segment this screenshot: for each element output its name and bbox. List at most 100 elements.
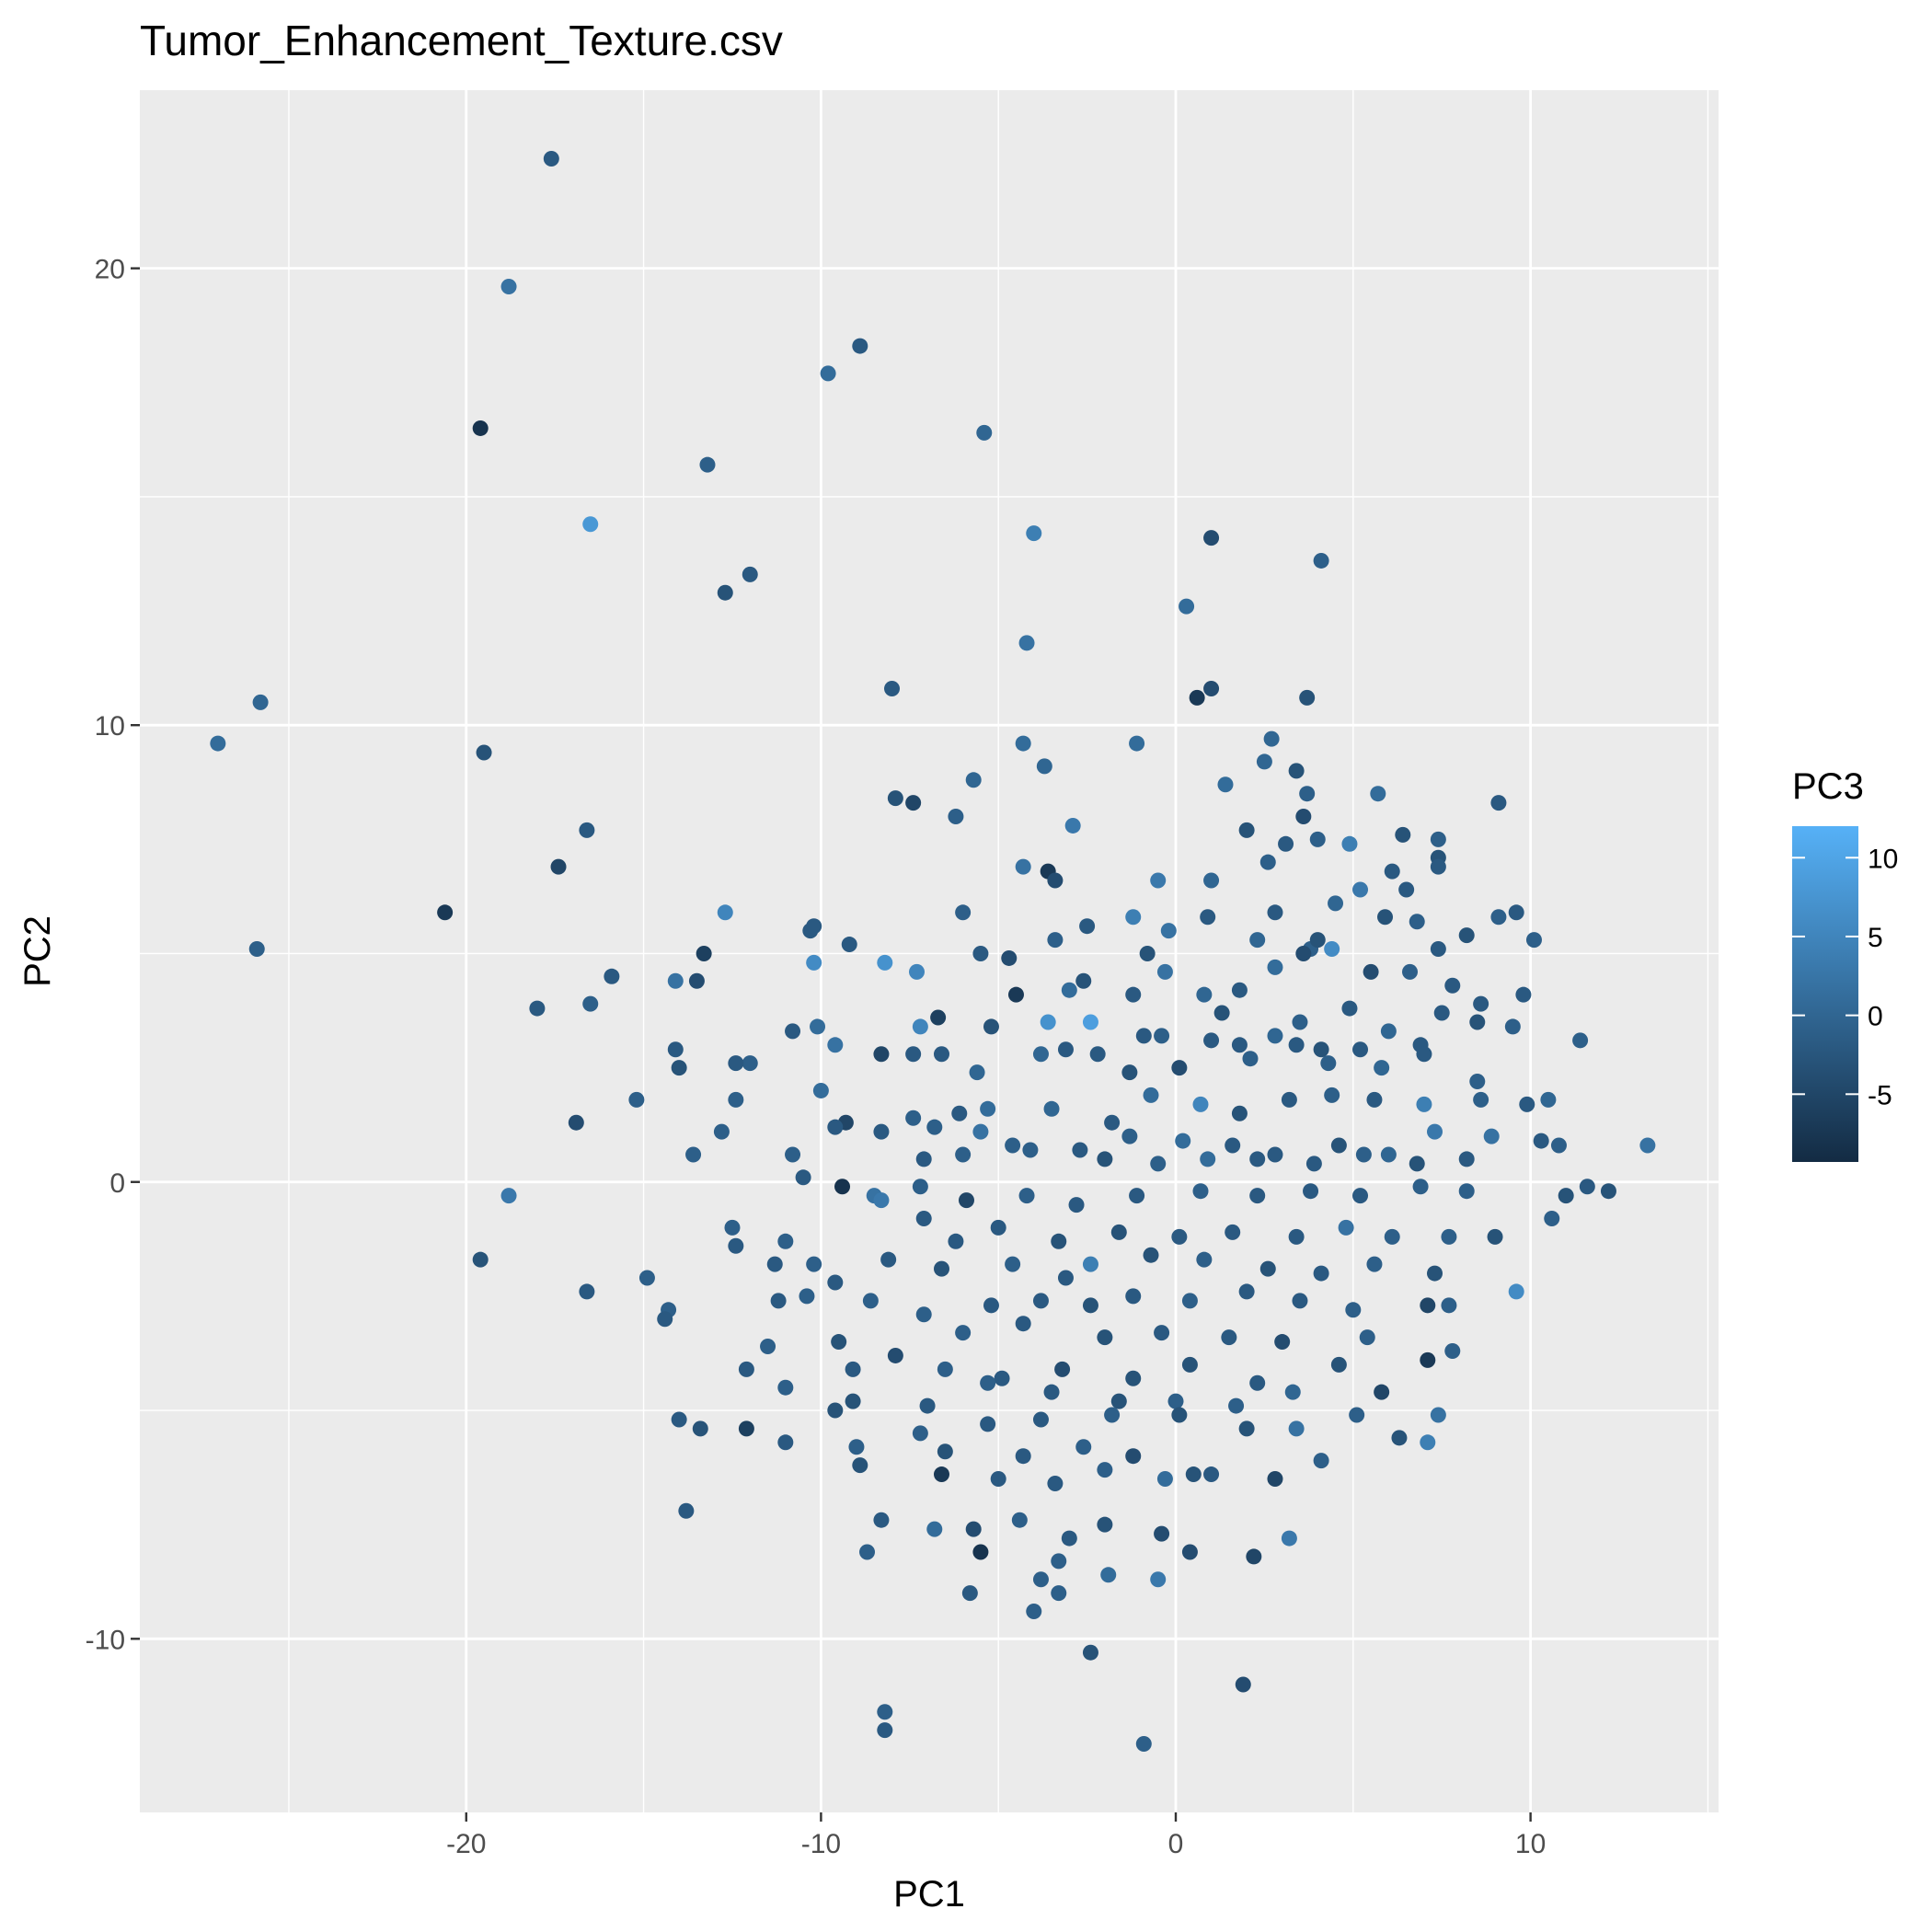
- data-point: [1416, 1046, 1432, 1063]
- data-point: [1639, 1137, 1656, 1154]
- data-point: [476, 744, 492, 761]
- y-tick-label: 0: [109, 1168, 125, 1199]
- data-point: [1156, 963, 1173, 980]
- data-point: [958, 1192, 974, 1209]
- data-point: [777, 1434, 794, 1451]
- data-point: [1171, 1060, 1188, 1076]
- data-point: [1047, 872, 1064, 889]
- data-point: [877, 954, 893, 971]
- data-point: [983, 1018, 999, 1035]
- data-point: [873, 1123, 890, 1140]
- data-point: [1572, 1032, 1589, 1049]
- data-point: [1433, 1005, 1450, 1021]
- data-point: [1167, 1393, 1184, 1409]
- data-point: [760, 1339, 776, 1355]
- data-point: [671, 1060, 687, 1076]
- data-point: [1352, 881, 1369, 898]
- data-point: [965, 772, 982, 788]
- data-point: [1341, 835, 1358, 852]
- data-point: [1061, 982, 1077, 998]
- data-point: [688, 972, 705, 989]
- data-point: [728, 1055, 744, 1072]
- data-point: [1179, 598, 1195, 615]
- data-point: [1203, 680, 1220, 696]
- data-point: [699, 456, 716, 473]
- data-point: [1054, 1361, 1071, 1377]
- data-point: [1203, 530, 1220, 546]
- data-point: [1192, 1096, 1209, 1112]
- data-point: [1171, 1228, 1188, 1245]
- data-point: [1412, 1179, 1429, 1195]
- data-point: [1143, 1247, 1159, 1263]
- data-point: [1352, 1041, 1369, 1058]
- legend-colorbar: [1792, 826, 1858, 1162]
- data-point: [827, 1037, 844, 1053]
- data-point: [905, 1046, 922, 1063]
- data-point: [926, 1521, 943, 1537]
- data-point: [742, 1055, 758, 1072]
- data-point: [1374, 1384, 1390, 1400]
- data-point: [1363, 963, 1379, 980]
- data-point: [1018, 1188, 1035, 1204]
- data-point: [1281, 1091, 1297, 1108]
- data-point: [1011, 1512, 1028, 1528]
- data-point: [951, 1105, 968, 1121]
- data-point: [1473, 1091, 1489, 1108]
- data-point: [912, 1425, 928, 1442]
- data-point: [1259, 854, 1276, 870]
- data-point: [905, 795, 922, 811]
- data-point: [1349, 1407, 1365, 1423]
- data-point: [696, 945, 712, 961]
- data-point: [933, 1260, 949, 1277]
- data-point: [1097, 1516, 1113, 1533]
- data-point: [1225, 1137, 1241, 1154]
- data-point: [937, 1361, 953, 1377]
- data-point: [1515, 986, 1532, 1003]
- data-point: [1125, 986, 1142, 1003]
- data-point: [852, 338, 868, 354]
- data-point: [1305, 1156, 1322, 1172]
- data-point: [1154, 1525, 1170, 1542]
- data-point: [724, 1219, 741, 1236]
- data-point: [1075, 972, 1092, 989]
- data-point: [1047, 1475, 1064, 1491]
- data-point: [1129, 1188, 1145, 1204]
- data-point: [1125, 1370, 1142, 1386]
- data-point: [873, 1192, 890, 1209]
- y-tick-label: 20: [95, 255, 125, 285]
- data-point: [961, 1585, 978, 1602]
- data-point: [667, 972, 684, 989]
- data-point: [1135, 1736, 1152, 1753]
- data-point: [1242, 1051, 1259, 1067]
- legend-ticks: 10 5 0 -5: [1792, 844, 1898, 1110]
- legend-tick-label: 0: [1868, 1002, 1883, 1032]
- data-point: [965, 1521, 982, 1537]
- y-axis: -10 0 10 20: [86, 255, 140, 1655]
- data-point: [1203, 1032, 1220, 1049]
- data-point: [1181, 1293, 1198, 1309]
- data-point: [628, 1091, 645, 1108]
- data-point: [1231, 1037, 1248, 1053]
- data-point: [1121, 1064, 1138, 1081]
- x-tick-label: 10: [1515, 1829, 1546, 1859]
- x-axis: -20 -10 0 10: [446, 1812, 1546, 1859]
- data-point: [1221, 1329, 1237, 1346]
- data-point: [1430, 1407, 1446, 1423]
- data-point: [1370, 786, 1386, 802]
- data-point: [1026, 525, 1042, 542]
- data-point: [990, 1219, 1006, 1236]
- data-point: [1110, 1224, 1127, 1240]
- data-point: [1267, 904, 1283, 921]
- data-point: [568, 1114, 584, 1131]
- data-point: [728, 1237, 744, 1254]
- data-point: [1299, 786, 1316, 802]
- data-point: [1409, 914, 1425, 930]
- data-point: [841, 937, 857, 953]
- data-point: [1036, 758, 1052, 775]
- y-tick-label: 10: [95, 711, 125, 742]
- data-point: [728, 1091, 744, 1108]
- data-point: [799, 1288, 815, 1305]
- data-point: [859, 1544, 876, 1560]
- data-point: [1104, 1407, 1121, 1423]
- y-tick-label: -10: [86, 1625, 125, 1655]
